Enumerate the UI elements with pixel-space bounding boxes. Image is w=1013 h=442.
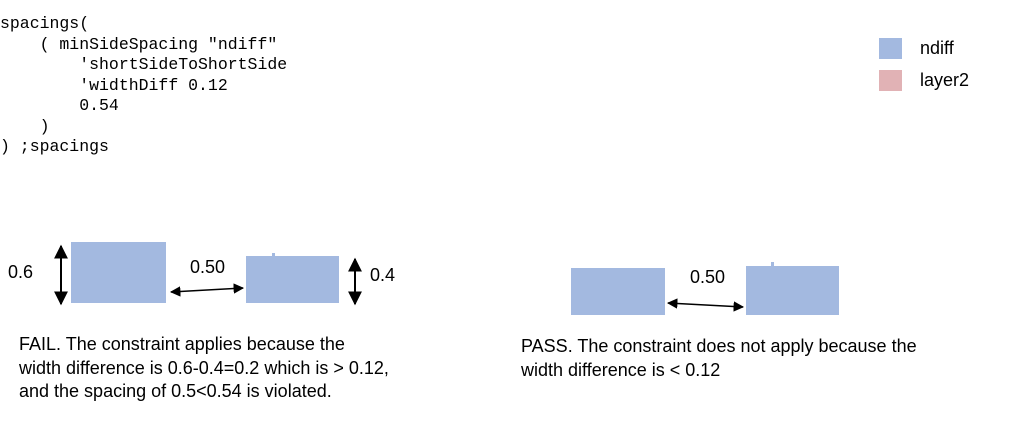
caption-line: width difference is < 0.12: [521, 359, 721, 380]
pass-caption: PASS. The constraint does not apply beca…: [521, 335, 917, 382]
fail-spacing-arrow: [169, 283, 245, 297]
fail-left-ndiff-shape: [71, 242, 166, 303]
pass-spacing-label: 0.50: [690, 267, 726, 287]
skill-code-snippet: spacings( ( minSideSpacing "ndiff" 'shor…: [0, 14, 287, 158]
fail-spacing-label: 0.50: [190, 257, 226, 277]
pass-right-notch: [771, 262, 774, 267]
fail-right-height-label: 0.4: [370, 265, 396, 285]
legend-label: ndiff: [920, 38, 954, 58]
code-line: ) ;spacings: [0, 137, 109, 156]
legend-label: layer2: [920, 70, 970, 90]
code-line: ): [0, 116, 50, 136]
fail-caption: FAIL. The constraint applies because the…: [19, 333, 389, 404]
legend-item-layer2: layer2: [879, 70, 969, 91]
code-line: 'shortSideToShortSide: [0, 55, 288, 74]
code-line: 'widthDiff 0.12: [0, 75, 228, 95]
fail-left-height-label: 0.6: [8, 262, 34, 282]
legend-item-ndiff: ndiff: [879, 38, 954, 59]
caption-line: PASS. The constraint does not apply beca…: [521, 336, 917, 356]
code-line: ( minSideSpacing "ndiff": [0, 34, 278, 54]
fail-right-notch: [272, 253, 275, 257]
ndiff-swatch: [879, 38, 902, 59]
pass-spacing-arrow: [666, 298, 745, 312]
code-line: 0.54: [0, 96, 119, 115]
code-line: spacings(: [0, 14, 90, 33]
caption-line: width difference is 0.6-0.4=0.2 which is…: [19, 357, 389, 378]
caption-line: and the spacing of 0.5<0.54 is violated.: [19, 381, 332, 401]
layer2-swatch: [879, 70, 902, 91]
pass-left-ndiff-shape: [571, 268, 665, 315]
caption-line: FAIL. The constraint applies because the: [19, 334, 345, 354]
pass-right-ndiff-shape: [746, 266, 839, 315]
fail-right-ndiff-shape: [246, 256, 339, 303]
